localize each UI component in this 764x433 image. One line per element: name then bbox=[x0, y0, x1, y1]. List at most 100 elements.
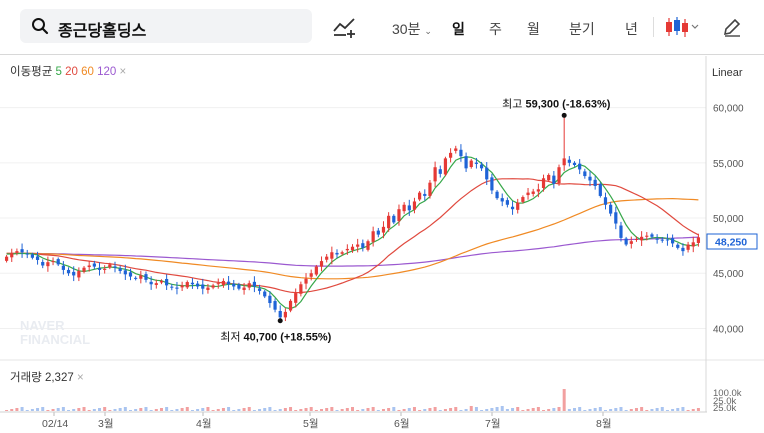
volume-bar bbox=[139, 408, 143, 411]
ma-legend[interactable]: 이동평균 5 20 60 120 × bbox=[10, 63, 126, 79]
candle bbox=[562, 115, 566, 171]
candle bbox=[526, 187, 530, 200]
candle-body bbox=[144, 274, 148, 280]
volume-bar bbox=[443, 409, 447, 411]
ma5-path bbox=[6, 156, 699, 310]
volume-bar bbox=[583, 410, 587, 411]
candle-body bbox=[603, 197, 608, 205]
candle bbox=[118, 265, 122, 274]
volume-bar bbox=[113, 409, 117, 411]
candle bbox=[149, 276, 153, 290]
candle bbox=[66, 267, 71, 276]
tab-month[interactable]: 월 bbox=[527, 21, 540, 37]
candle-body bbox=[495, 191, 499, 199]
candle bbox=[459, 144, 463, 162]
candle bbox=[252, 276, 257, 293]
volume-legend[interactable]: 거래량 2,327 × bbox=[10, 369, 84, 385]
candle bbox=[696, 233, 701, 247]
candle-body bbox=[614, 212, 618, 224]
volume-bar bbox=[454, 407, 458, 411]
volume-bar bbox=[645, 410, 649, 411]
candle bbox=[381, 221, 386, 239]
candle-body bbox=[345, 248, 349, 251]
volume-bar bbox=[340, 409, 344, 411]
volume-bar bbox=[552, 408, 556, 411]
candle bbox=[154, 279, 158, 289]
candle bbox=[46, 256, 50, 272]
volume-bar bbox=[190, 410, 194, 411]
candle-body bbox=[366, 241, 370, 250]
candle-body bbox=[609, 204, 613, 214]
candle-body bbox=[500, 198, 504, 202]
volume-bar bbox=[567, 409, 571, 411]
stock-search-box[interactable]: 종근당홀딩스 bbox=[20, 9, 312, 43]
tab-week[interactable]: 주 bbox=[489, 21, 502, 37]
scale-toggle[interactable]: Linear bbox=[712, 67, 743, 79]
candle-body bbox=[448, 152, 453, 158]
volume-bar bbox=[500, 406, 504, 411]
candle-body bbox=[97, 267, 102, 270]
interval-select[interactable]: 30분 ⌄ bbox=[392, 21, 432, 37]
volume-bar bbox=[392, 407, 396, 411]
volume-bar bbox=[686, 410, 690, 411]
candle bbox=[25, 249, 29, 259]
candle-body bbox=[598, 184, 602, 196]
candle bbox=[531, 188, 535, 197]
volume-bar bbox=[128, 410, 132, 411]
candle bbox=[547, 173, 551, 182]
tab-year[interactable]: 년 bbox=[625, 21, 638, 37]
candle bbox=[640, 231, 644, 246]
candle-body bbox=[412, 201, 417, 210]
volume-bar bbox=[402, 409, 406, 411]
tab-quarter[interactable]: 분기 bbox=[569, 21, 595, 37]
candle bbox=[593, 176, 597, 190]
candle-body bbox=[516, 202, 520, 210]
candle bbox=[206, 283, 210, 294]
volume-bar bbox=[511, 408, 515, 411]
candle-body bbox=[242, 287, 246, 291]
ma5-line bbox=[6, 156, 699, 310]
volume-bar bbox=[46, 410, 50, 411]
candle bbox=[536, 183, 540, 198]
volume-bar bbox=[397, 410, 401, 411]
volume-bar bbox=[175, 409, 179, 411]
line-add-icon[interactable] bbox=[332, 15, 358, 39]
candle bbox=[87, 260, 91, 272]
candle bbox=[583, 168, 587, 179]
volume-bar bbox=[474, 407, 478, 411]
candle bbox=[30, 252, 34, 260]
search-icon[interactable] bbox=[31, 17, 49, 35]
candle bbox=[603, 192, 608, 210]
close-icon[interactable]: × bbox=[119, 66, 127, 78]
candle-body bbox=[629, 241, 633, 244]
toolbar-divider bbox=[653, 17, 654, 37]
candle bbox=[61, 261, 65, 275]
volume-bar bbox=[676, 408, 680, 411]
volume-bar bbox=[87, 410, 91, 411]
candle-body bbox=[273, 301, 277, 310]
volume-bar bbox=[640, 407, 644, 411]
candle-body bbox=[526, 192, 530, 196]
candle bbox=[237, 282, 241, 291]
candle-body bbox=[510, 206, 515, 210]
candle bbox=[469, 158, 473, 169]
candle-body bbox=[650, 234, 654, 237]
stock-name[interactable]: 종근당홀딩스 bbox=[58, 23, 147, 40]
volume-bar bbox=[562, 389, 566, 411]
candle-body bbox=[283, 311, 287, 318]
volume-bar bbox=[428, 408, 432, 411]
candle bbox=[190, 278, 195, 289]
candle bbox=[41, 259, 45, 269]
pencil-icon[interactable] bbox=[722, 17, 742, 37]
candle bbox=[402, 202, 406, 214]
chart-grid bbox=[0, 107, 764, 361]
high-label: 최고 59,300 (-18.63%) bbox=[502, 97, 611, 110]
candle bbox=[51, 257, 55, 266]
tab-day[interactable]: 일 bbox=[452, 21, 465, 37]
volume-bar bbox=[98, 408, 102, 411]
candlestick-icon[interactable] bbox=[665, 15, 699, 39]
candle-body bbox=[221, 280, 226, 286]
candle bbox=[72, 266, 76, 282]
close-icon[interactable]: × bbox=[76, 372, 84, 384]
